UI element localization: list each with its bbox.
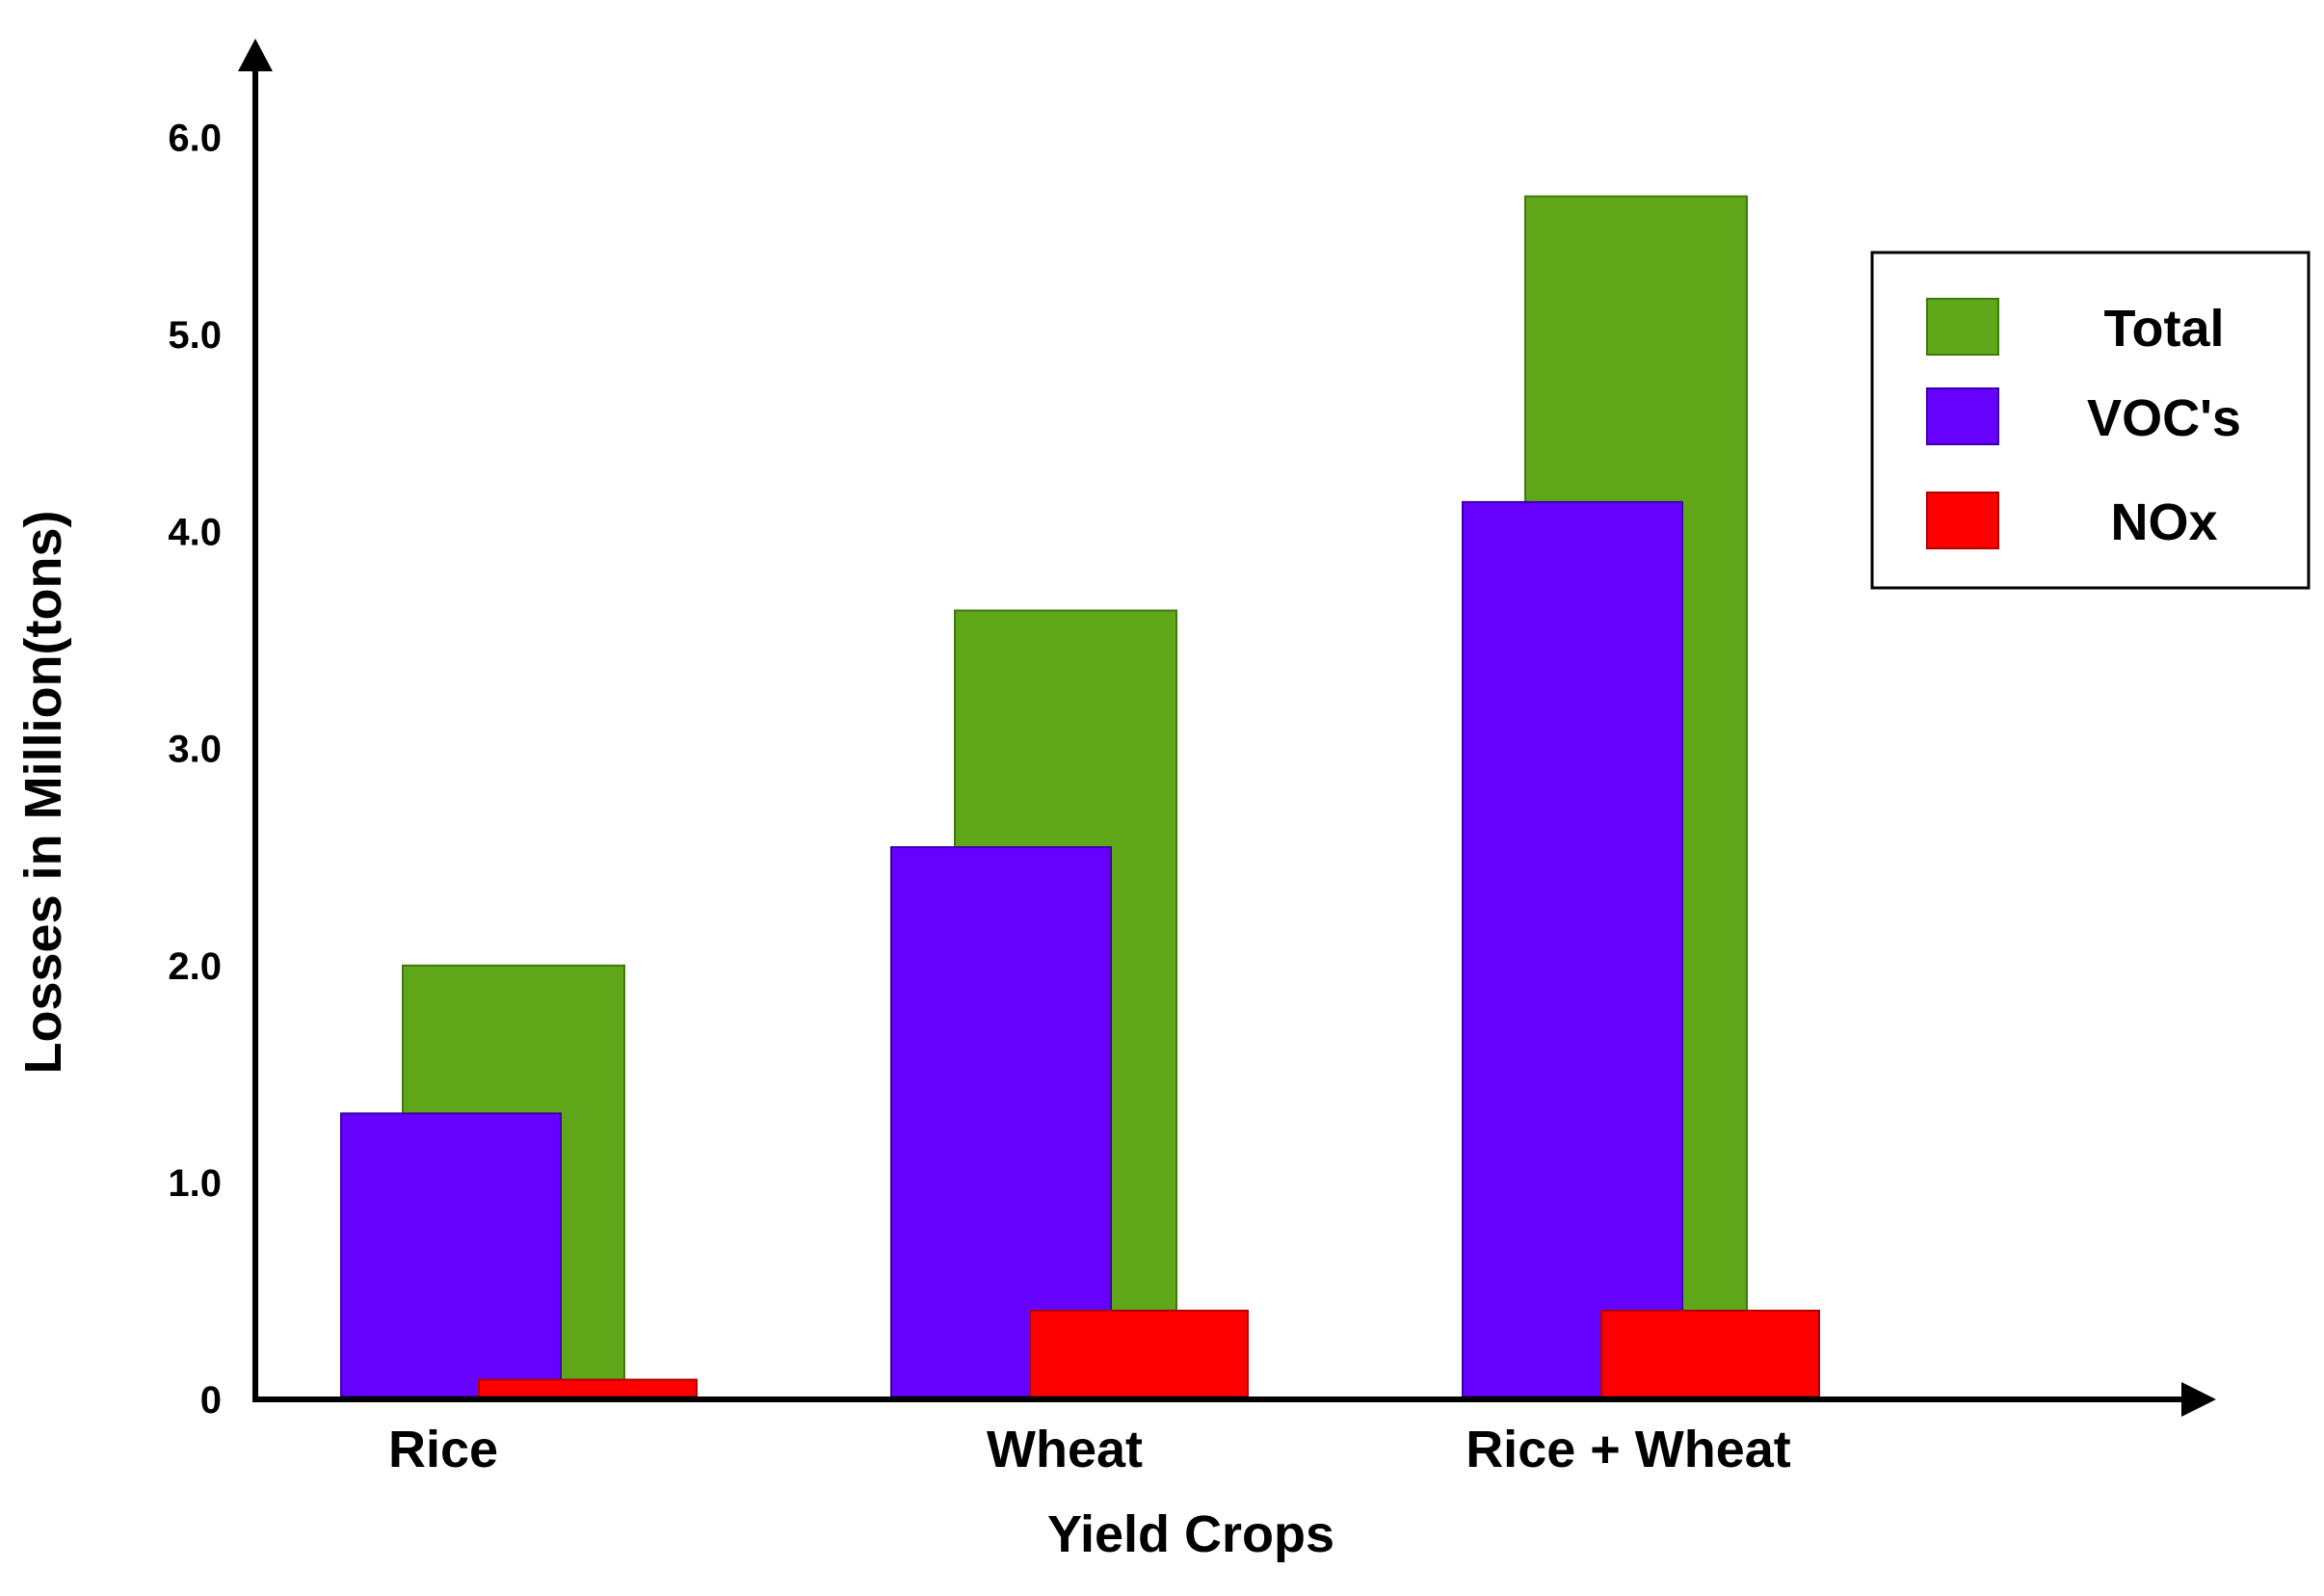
x-axis-arrowhead	[2181, 1382, 2216, 1417]
y-axis-title: Losses in Million(tons)	[14, 510, 72, 1074]
y-tick-label: 4.0	[168, 512, 222, 554]
x-category-label: Rice	[388, 1421, 498, 1478]
bar-vocs	[890, 846, 1112, 1397]
bar-nox	[1029, 1309, 1249, 1398]
x-category-labels: Rice Wheat Rice + Wheat	[388, 1421, 1791, 1478]
legend-swatch	[1926, 492, 1999, 549]
legend-label: VOC's	[2087, 389, 2241, 447]
y-tick-label: 2.0	[168, 945, 222, 988]
y-axis-arrowhead	[238, 39, 273, 71]
bar-nox	[478, 1378, 698, 1398]
x-category-label: Wheat	[987, 1421, 1143, 1478]
legend-swatch	[1926, 298, 1999, 356]
y-tick-label: 1.0	[168, 1162, 222, 1205]
bar-nox	[1600, 1309, 1820, 1398]
axes	[238, 39, 2216, 1417]
bar-vocs	[1462, 500, 1683, 1397]
legend: Total VOC's NOx	[1870, 251, 2311, 590]
bar-vocs	[340, 1112, 562, 1398]
x-category-label: Rice + Wheat	[1466, 1421, 1791, 1478]
y-tick-label: 3.0	[168, 729, 222, 771]
legend-label: NOx	[2110, 493, 2217, 551]
x-axis-title: Yield Crops	[1047, 1505, 1334, 1563]
bars-layer	[340, 195, 1820, 1398]
y-tick-label: 6.0	[168, 117, 222, 159]
legend-swatch	[1926, 387, 1999, 445]
y-tick-label: 5.0	[168, 314, 222, 357]
legend-items: Total VOC's NOx	[1926, 298, 2241, 551]
y-tick-labels: 0 1.0 2.0 3.0 4.0 5.0 6.0	[168, 117, 222, 1422]
y-tick-label: 0	[200, 1379, 222, 1422]
legend-label: Total	[2104, 300, 2225, 358]
